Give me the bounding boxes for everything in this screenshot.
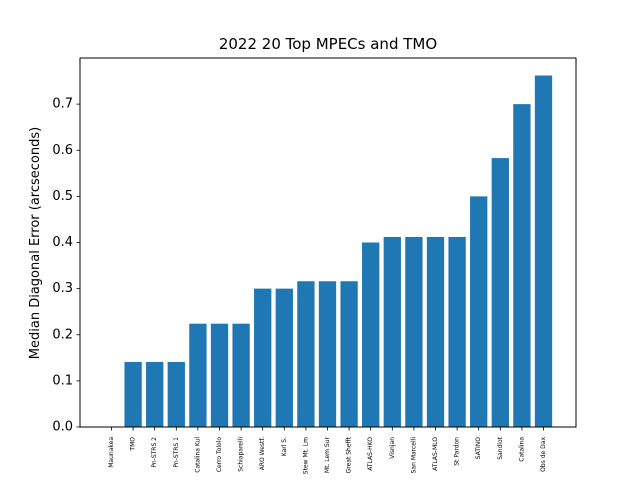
- bar-5: [210, 323, 229, 427]
- x-tick-label-11: Great Shefft: [346, 436, 353, 473]
- y-tick-label-1: 0.1: [52, 373, 73, 388]
- x-tick-label-0: Maunakea: [108, 437, 115, 468]
- bar-20: [534, 75, 553, 427]
- bar-13: [383, 236, 401, 427]
- bar-9: [297, 281, 315, 427]
- x-tick-label-10: Mt. Lem Sur: [324, 436, 331, 473]
- bar-19: [513, 104, 531, 427]
- bar-11: [340, 281, 358, 427]
- x-tick-label-4: Catalina Kul: [194, 437, 201, 473]
- x-tick-label-20: Obs de Dax: [540, 437, 547, 472]
- y-tick-label-2: 0.2: [52, 327, 73, 342]
- bar-18: [491, 158, 509, 427]
- x-tick-label-8: Karl S.: [281, 437, 288, 456]
- y-tick-label-3: 0.3: [52, 281, 73, 296]
- x-axis: Maunakea TMO Pn-STRS 2 Pn-STRS 1 Catalina Ku…: [108, 427, 547, 474]
- x-tick-label-9: Stew Mt. Lm: [302, 437, 309, 474]
- y-axis: 0.0 0.1 0.2 0.3 0.4 0.5 0.6 0.7: [52, 97, 80, 435]
- chart-title: 2022 20 Top MPECs and TMO: [219, 35, 437, 53]
- y-tick-label-6: 0.6: [52, 143, 73, 158]
- bar-2: [146, 361, 164, 427]
- y-tick-label-7: 0.7: [52, 97, 73, 112]
- x-tick-label-16: St Pardon: [454, 437, 461, 466]
- bar-12: [362, 242, 380, 427]
- x-tick-label-18: Sandlot: [497, 436, 504, 459]
- x-tick-label-6: Schiaparelli: [238, 437, 245, 472]
- x-tick-label-17: SATINO: [475, 437, 482, 459]
- x-tick-label-12: ATLAS-HKO: [367, 437, 374, 471]
- x-tick-label-15: ATLAS-MLO: [432, 437, 439, 471]
- bar-16: [448, 236, 466, 427]
- plot-frame: [79, 57, 577, 428]
- x-tick-label-14: San Marcelli: [410, 437, 417, 474]
- bar-3: [167, 361, 185, 427]
- x-tick-label-1: TMO: [130, 437, 137, 452]
- y-tick-label-0: 0.0: [52, 420, 73, 435]
- bar-17: [470, 196, 488, 428]
- bar-10: [318, 281, 337, 427]
- y-axis-label: Median Diagonal Error (arcseconds): [28, 127, 43, 359]
- x-tick-label-3: Pn-STRS 1: [173, 437, 180, 468]
- x-tick-label-7: ARO Westf.: [259, 437, 266, 470]
- bar-8: [275, 288, 293, 428]
- bar-15: [426, 236, 445, 427]
- x-tick-label-19: Catalina: [518, 437, 525, 462]
- bar-7: [254, 288, 272, 428]
- x-tick-label-5: Cerro Tololo: [216, 437, 223, 472]
- x-tick-label-13: Visnjan: [389, 437, 396, 459]
- bar-4: [189, 323, 207, 427]
- bar-1: [124, 361, 142, 427]
- bar-6: [232, 323, 250, 427]
- x-tick-label-2: Pn-STRS 2: [151, 437, 158, 468]
- y-tick-label-4: 0.4: [52, 235, 73, 250]
- bars-group: [124, 75, 553, 428]
- bar-14: [405, 236, 423, 427]
- y-tick-label-5: 0.5: [52, 189, 73, 204]
